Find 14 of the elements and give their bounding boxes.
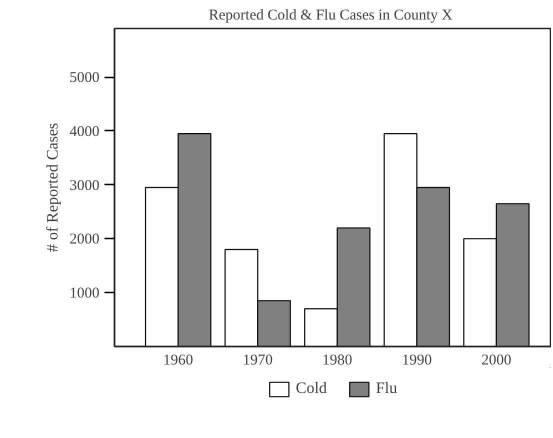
- legend-label: Cold: [296, 380, 327, 398]
- y-tick-label: 5000: [70, 70, 100, 86]
- legend-label: Flu: [376, 380, 398, 398]
- x-tick-label: 1980: [322, 352, 352, 368]
- x-tick-label: 2000: [481, 352, 512, 368]
- y-tick-label: 3000: [70, 178, 100, 194]
- x-tick-label: 1960: [163, 352, 194, 368]
- y-axis-title: # of Reported Cases: [44, 122, 62, 252]
- y-tick-label: 2000: [70, 232, 100, 248]
- x-tick-label: 1990: [402, 352, 432, 368]
- y-tick-label: 1000: [70, 286, 100, 302]
- x-tick-label: 1970: [242, 352, 273, 368]
- chart-title: Reported Cold & Flu Cases in County X: [208, 8, 453, 24]
- y-tick-label: 4000: [70, 124, 100, 140]
